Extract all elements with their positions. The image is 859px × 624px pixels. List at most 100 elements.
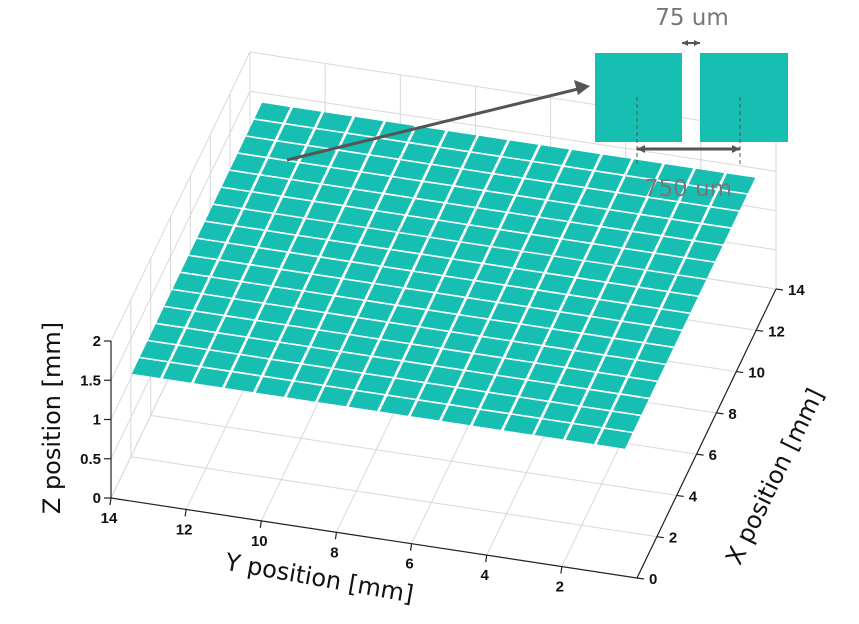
- array-element: [418, 383, 455, 404]
- array-element: [233, 355, 269, 376]
- array-element: [637, 343, 674, 364]
- array-element: [252, 175, 289, 196]
- width-annotation: 750 um: [644, 176, 732, 202]
- array-element: [626, 159, 663, 180]
- width-dim-arrow-left: [637, 145, 645, 153]
- array-element: [311, 330, 347, 351]
- array-element: [482, 320, 519, 340]
- array-element: [261, 158, 297, 179]
- array-element: [345, 189, 382, 210]
- array-element: [257, 304, 294, 324]
- array-element: [304, 274, 341, 295]
- array-element: [180, 256, 217, 276]
- array-element: [655, 236, 692, 257]
- array-element: [590, 373, 626, 393]
- array-elements: [131, 102, 756, 449]
- inset-element-right: [700, 53, 788, 142]
- array-element: [664, 219, 700, 240]
- array-element: [282, 253, 318, 273]
- y-axis-label: Y position [mm]: [222, 548, 415, 609]
- array-element: [424, 165, 460, 185]
- array-element: [267, 214, 304, 235]
- array-element: [292, 163, 328, 184]
- array-element: [342, 335, 378, 356]
- z-tick-label: 1.5: [80, 372, 101, 389]
- array-element: [164, 290, 201, 310]
- array-element: [226, 299, 263, 320]
- y-tick-mark: [560, 566, 563, 574]
- array-element: [468, 281, 504, 302]
- y-axis-line: [110, 497, 638, 579]
- x-axis-line: [636, 288, 777, 579]
- y-tick-mark: [259, 520, 262, 528]
- floor-gridline: [150, 414, 677, 496]
- array-element: [438, 203, 475, 224]
- array-element: [290, 236, 326, 256]
- array-element: [203, 277, 240, 298]
- array-element: [246, 119, 283, 140]
- array-element: [616, 249, 653, 269]
- array-element: [561, 295, 597, 316]
- array-element: [409, 126, 446, 147]
- array-element: [559, 368, 595, 389]
- array-element: [461, 225, 498, 246]
- x-tick-label: 8: [728, 406, 736, 423]
- array-element: [230, 153, 266, 174]
- array-element: [629, 360, 666, 381]
- z-axis-label: Z position [mm]: [38, 322, 66, 514]
- array-element: [503, 414, 540, 435]
- array-element: [202, 350, 238, 371]
- array-element: [500, 213, 537, 234]
- array-element: [254, 102, 291, 123]
- array-element: [365, 357, 401, 377]
- array-element: [596, 429, 633, 449]
- y-tick-mark: [485, 555, 488, 563]
- array-element: [295, 364, 331, 385]
- array-element: [480, 393, 517, 413]
- array-element: [414, 255, 450, 275]
- array-element: [236, 209, 273, 230]
- array-element: [633, 215, 669, 235]
- side-wall-gridline: [110, 91, 251, 381]
- array-element: [210, 333, 246, 354]
- array-element: [562, 222, 599, 243]
- array-element: [593, 227, 630, 248]
- array-element: [205, 205, 242, 225]
- array-element: [575, 334, 612, 355]
- array-element: [471, 135, 508, 156]
- array-element: [283, 180, 320, 201]
- array-element: [193, 367, 230, 388]
- array-element: [189, 239, 225, 259]
- x-tick-label: 6: [709, 447, 717, 464]
- array-element: [303, 347, 339, 368]
- y-tick-mark: [109, 497, 112, 506]
- x-tick-mark: [696, 453, 704, 456]
- array-element: [358, 301, 395, 322]
- array-element: [319, 313, 356, 334]
- array-element: [383, 250, 419, 270]
- array-element: [370, 138, 407, 159]
- array-element: [515, 252, 552, 272]
- array-element: [399, 216, 436, 236]
- array-element: [551, 385, 587, 406]
- array-element: [505, 342, 542, 362]
- array-element: [476, 264, 512, 285]
- width-dim-arrow-right: [732, 145, 740, 153]
- array-element: [277, 124, 314, 145]
- y-tick-mark: [334, 532, 338, 540]
- array-element: [573, 407, 610, 427]
- array-element: [344, 262, 380, 283]
- array-element: [719, 173, 756, 194]
- array-element: [428, 293, 465, 314]
- array-element: [381, 323, 418, 343]
- z-tick-label: 0.5: [80, 451, 101, 468]
- array-element: [285, 107, 322, 128]
- array-element: [379, 396, 416, 416]
- array-element: [451, 315, 488, 336]
- array-element: [360, 228, 397, 249]
- x-tick-label: 12: [768, 323, 785, 340]
- array-element: [211, 260, 248, 281]
- array-element: [313, 257, 349, 278]
- array-element: [569, 278, 605, 299]
